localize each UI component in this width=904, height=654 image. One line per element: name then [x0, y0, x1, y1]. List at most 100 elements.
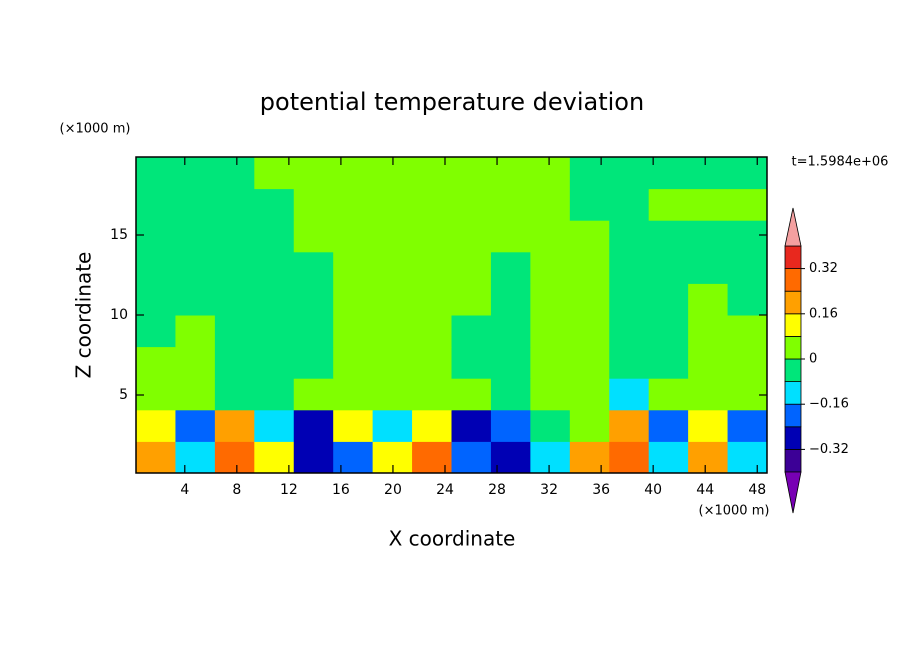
x-tick-label: 48: [748, 482, 766, 498]
contour-cell: [372, 409, 413, 442]
contour-cell: [451, 346, 492, 379]
contour-cell: [372, 315, 413, 348]
contour-cell: [530, 283, 571, 316]
contour-cell: [569, 378, 610, 411]
contour-cell: [175, 441, 216, 474]
x-tick-label: 8: [232, 482, 241, 498]
colorbar-segment: [784, 381, 802, 405]
contour-cell: [530, 346, 571, 379]
contour-cell: [609, 315, 650, 348]
contour-cell: [451, 315, 492, 348]
contour-cell: [648, 157, 689, 190]
contour-cell: [333, 188, 374, 221]
contour-cell: [175, 188, 216, 221]
contour-cell: [727, 315, 768, 348]
x-tick-label: 16: [332, 482, 350, 498]
contour-cell: [688, 315, 729, 348]
contour-cell: [175, 409, 216, 442]
contour-cell: [333, 441, 374, 474]
x-tick-label: 32: [540, 482, 558, 498]
colorbar-segment: [784, 245, 802, 270]
contour-cell: [136, 283, 176, 316]
contour-cell: [254, 441, 295, 474]
contour-cell: [175, 251, 216, 284]
contour-cell: [727, 346, 768, 379]
contour-cell: [333, 251, 374, 284]
contour-cell: [333, 409, 374, 442]
contour-cell: [293, 251, 334, 284]
colorbar-segment: [784, 335, 802, 360]
contour-cell: [333, 220, 374, 253]
contour-cell: [530, 157, 571, 190]
contour-cell: [490, 220, 531, 253]
contour-cell: [688, 378, 729, 411]
colorbar-segment: [784, 268, 802, 292]
contour-cell: [214, 378, 255, 411]
contour-cell: [490, 378, 531, 411]
contour-cell: [136, 220, 176, 253]
contour-cell: [372, 378, 413, 411]
contour-cell: [254, 378, 295, 411]
colorbar-under: [784, 471, 802, 514]
contour-cell: [490, 188, 531, 221]
contour-cell: [609, 409, 650, 442]
colorbar-segment: [784, 448, 802, 473]
contour-cell: [648, 378, 689, 411]
contour-cell: [530, 409, 571, 442]
contour-field: [136, 157, 768, 474]
contour-cell: [136, 346, 176, 379]
contour-cell: [136, 409, 176, 442]
contour-cell: [530, 441, 571, 474]
contour-cell: [372, 251, 413, 284]
contour-cell: [293, 346, 334, 379]
colorbar-over: [784, 207, 802, 247]
x-tick-label: 20: [384, 482, 402, 498]
contour-cell: [254, 283, 295, 316]
contour-cell: [609, 157, 650, 190]
contour-cell: [569, 283, 610, 316]
contour-cell: [569, 346, 610, 379]
contour-cell: [648, 188, 689, 221]
colorbar-tick-label: −0.16: [809, 397, 849, 412]
contour-cell: [648, 409, 689, 442]
colorbar-segment: [784, 290, 802, 315]
contour-cell: [727, 251, 768, 284]
contour-cell: [727, 441, 768, 474]
contour-cell: [688, 441, 729, 474]
contour-cell: [688, 283, 729, 316]
contour-cell: [688, 157, 729, 190]
contour-cell: [293, 188, 334, 221]
colorbar-tick-label: 0.32: [809, 261, 838, 276]
contour-cell: [530, 188, 571, 221]
colorbar-segment: [784, 313, 802, 337]
contour-cell: [372, 346, 413, 379]
contour-cell: [175, 315, 216, 348]
contour-cell: [530, 251, 571, 284]
time-label: t=1.5984e+06: [792, 155, 889, 170]
contour-cell: [412, 251, 452, 284]
colorbar-tick-label: 0.16: [809, 306, 838, 321]
contour-cell: [175, 346, 216, 379]
contour-cell: [136, 251, 176, 284]
colorbar-tick-label: 0: [809, 352, 817, 367]
contour-cell: [688, 251, 729, 284]
contour-cell: [648, 441, 689, 474]
contour-cell: [530, 315, 571, 348]
x-tick-label: 28: [488, 482, 506, 498]
contour-cell: [136, 157, 176, 190]
contour-cell: [136, 315, 176, 348]
contour-cell: [412, 315, 452, 348]
contour-cell: [333, 378, 374, 411]
contour-cell: [569, 315, 610, 348]
contour-cell: [293, 441, 334, 474]
contour-cell: [175, 157, 216, 190]
contour-cell: [333, 315, 374, 348]
contour-cell: [293, 409, 334, 442]
contour-cell: [254, 409, 295, 442]
contour-cell: [214, 346, 255, 379]
contour-cell: [451, 409, 492, 442]
contour-cell: [569, 251, 610, 284]
contour-cell: [609, 378, 650, 411]
contour-cell: [254, 346, 295, 379]
